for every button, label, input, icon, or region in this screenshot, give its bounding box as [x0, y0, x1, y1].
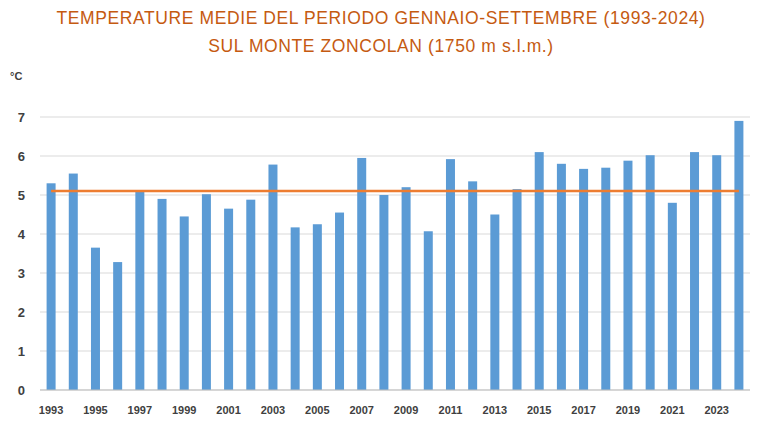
bar	[446, 159, 455, 390]
bar	[180, 216, 189, 390]
bar	[291, 227, 300, 390]
bar	[224, 209, 233, 390]
bar	[135, 191, 144, 390]
bar	[246, 200, 255, 390]
x-tick-label: 2019	[616, 404, 640, 416]
grid-line	[40, 195, 750, 196]
x-tick-label: 2009	[394, 404, 418, 416]
bar	[113, 262, 122, 390]
grid-line	[40, 312, 750, 313]
bar	[313, 224, 322, 390]
y-tick-label: 3	[18, 266, 25, 281]
bar	[623, 161, 632, 390]
y-axis-label: °C	[10, 70, 22, 82]
bar	[357, 158, 366, 390]
y-tick-label: 0	[18, 383, 25, 398]
bar	[490, 215, 499, 391]
x-tick-label: 2021	[660, 404, 684, 416]
grid-line	[40, 156, 750, 157]
bar	[579, 169, 588, 390]
grid-line	[40, 117, 750, 118]
bar	[47, 183, 56, 390]
bar	[601, 168, 610, 390]
x-tick-label: 1993	[39, 404, 63, 416]
y-tick-label: 7	[18, 110, 25, 125]
bar	[557, 164, 566, 390]
x-axis	[40, 390, 750, 391]
bar	[335, 213, 344, 390]
x-tick-label: 2003	[261, 404, 285, 416]
x-tick-label: 2013	[483, 404, 507, 416]
bar	[69, 174, 78, 390]
bar	[535, 152, 544, 390]
bar	[668, 203, 677, 390]
plot-area	[47, 121, 744, 390]
title: SUL MONTE ZONCOLAN (1750 m s.l.m.)	[208, 36, 554, 56]
y-tick-label: 1	[18, 344, 25, 359]
bar	[379, 195, 388, 390]
bar	[468, 181, 477, 390]
bar	[268, 165, 277, 390]
y-tick-label: 2	[18, 305, 25, 320]
x-tick-label: 1995	[83, 404, 107, 416]
grid-line	[40, 273, 750, 274]
x-tick-label: 2011	[439, 404, 463, 416]
bar	[424, 231, 433, 390]
bar	[202, 194, 211, 390]
line	[51, 190, 739, 193]
y-tick-label: 5	[18, 188, 25, 203]
x-tick-label: 2023	[704, 404, 728, 416]
x-tick-label: 2015	[527, 404, 551, 416]
bar	[734, 121, 743, 390]
x-tick-label: 1999	[172, 404, 196, 416]
bar	[91, 248, 100, 390]
grid-line	[40, 351, 750, 352]
bar	[158, 199, 167, 390]
bar	[690, 152, 699, 390]
x-tick-label: 2017	[571, 404, 595, 416]
grid-line	[40, 390, 750, 391]
bar	[513, 189, 522, 390]
bar	[402, 187, 411, 390]
title: TEMPERATURE MEDIE DEL PERIODO GENNAIO-SE…	[56, 8, 705, 28]
x-tick-label: 2005	[305, 404, 329, 416]
y-tick-label: 6	[18, 149, 25, 164]
x-tick-label: 1997	[128, 404, 152, 416]
x-tick-label: 2001	[216, 404, 240, 416]
chart: TEMPERATURE MEDIE DEL PERIODO GENNAIO-SE…	[0, 0, 762, 430]
x-tick-label: 2007	[349, 404, 373, 416]
grid-line	[40, 234, 750, 235]
y-tick-label: 4	[18, 227, 26, 242]
